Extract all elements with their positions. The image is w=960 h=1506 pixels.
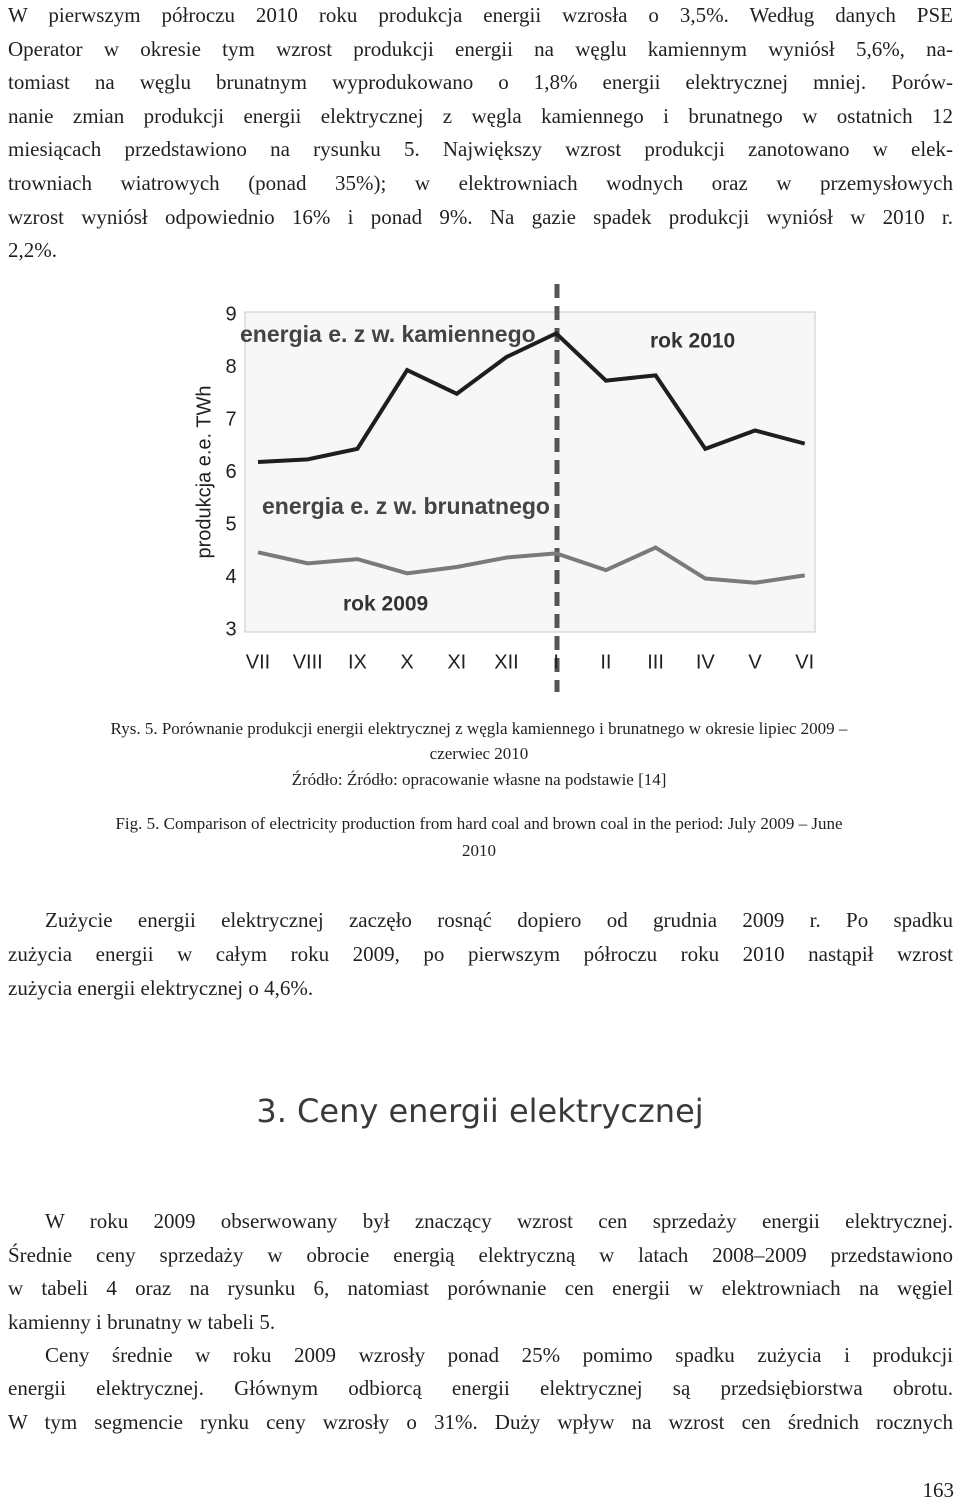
text-line: zużycia energii w całym roku 2009, po pi… <box>8 942 953 966</box>
x-tick-label: IV <box>696 651 716 673</box>
x-tick-label: I <box>553 651 559 673</box>
text-line: 2,2%. <box>8 238 57 263</box>
caption: czerwiec 2010 <box>429 744 529 763</box>
y-axis-title: produkcja e.e. TWh <box>193 385 215 558</box>
y-tick-label: 5 <box>225 513 236 535</box>
text-line: Operator w okresie tym wzrost produkcji … <box>8 36 953 61</box>
text-line: energii elektrycznej. Głównym odbiorcą e… <box>8 1376 953 1401</box>
x-tick-label: XI <box>447 651 466 673</box>
x-tick-label: V <box>748 651 762 673</box>
text-line: Zużycie energii elektrycznej zaczęło ros… <box>45 908 953 932</box>
x-tick-label: III <box>647 651 664 673</box>
caption: Rys. 5. Porównanie produkcji energii ele… <box>110 719 848 738</box>
text-line: zużycia energii elektrycznej o 4,6%. <box>8 976 314 1000</box>
text-line: miesiącach przedstawiono na rysunku 5. N… <box>8 137 953 162</box>
y-tick-label: 8 <box>225 356 236 378</box>
text-line: W tym segmencie rynku ceny wzrosły o 31%… <box>8 1409 953 1434</box>
text-line: wzrost wyniósł odpowiednio 16% i ponad 9… <box>8 204 953 229</box>
text-line: W pierwszym półroczu 2010 roku produkcja… <box>8 3 953 27</box>
text-line: Średnie ceny sprzedaży w obrocie energią… <box>8 1242 953 1267</box>
x-tick-label: XII <box>494 651 518 673</box>
text-line: trowniach wiatrowych (ponad 35%); w elek… <box>8 171 953 195</box>
text-line: W roku 2009 obserwowany był znaczący wzr… <box>45 1209 953 1233</box>
text-line: nanie zmian produkcji energii elektryczn… <box>8 103 953 128</box>
caption-source: Źródło: Źródło: opracowanie własne na po… <box>291 770 667 789</box>
annotation: rok 2010 <box>650 330 735 353</box>
text-line: w tabeli 4 oraz na rysunku 6, natomiast … <box>8 1276 953 1300</box>
x-tick-label: IX <box>348 651 367 673</box>
data-line <box>257 545 805 585</box>
section-heading: 3. Ceny energii elektrycznej <box>256 1092 704 1130</box>
y-tick-label: 9 <box>225 303 236 325</box>
x-tick-label: VII <box>246 651 270 673</box>
plot-area <box>244 311 816 633</box>
annotation: rok 2009 <box>343 593 428 616</box>
x-tick-label: VIII <box>293 651 323 673</box>
series-label: energia e. z w. brunatnego <box>262 493 550 519</box>
y-tick-label: 7 <box>225 408 236 430</box>
x-tick-label: II <box>600 651 611 673</box>
data-line <box>257 330 806 464</box>
caption: 2010 <box>462 841 496 860</box>
x-tick-label: VI <box>795 651 814 673</box>
text-line: Ceny średnie w roku 2009 wzrosły ponad 2… <box>45 1343 953 1367</box>
caption: Fig. 5. Comparison of electricity produc… <box>115 814 843 833</box>
page-number: 163 <box>922 1478 955 1502</box>
y-tick-label: 4 <box>225 566 236 588</box>
series-label: energia e. z w. kamiennego <box>240 321 536 347</box>
chart: produkcja e.e. TWh energia e. z w. kamie… <box>193 284 816 692</box>
text-line: tomiast na węglu brunatnym wyprodukowano… <box>8 70 953 95</box>
y-tick-label: 3 <box>225 618 236 640</box>
x-tick-label: X <box>400 651 413 673</box>
text-line: kamienny i brunatny w tabeli 5. <box>8 1309 276 1334</box>
y-tick-label: 6 <box>225 461 236 483</box>
